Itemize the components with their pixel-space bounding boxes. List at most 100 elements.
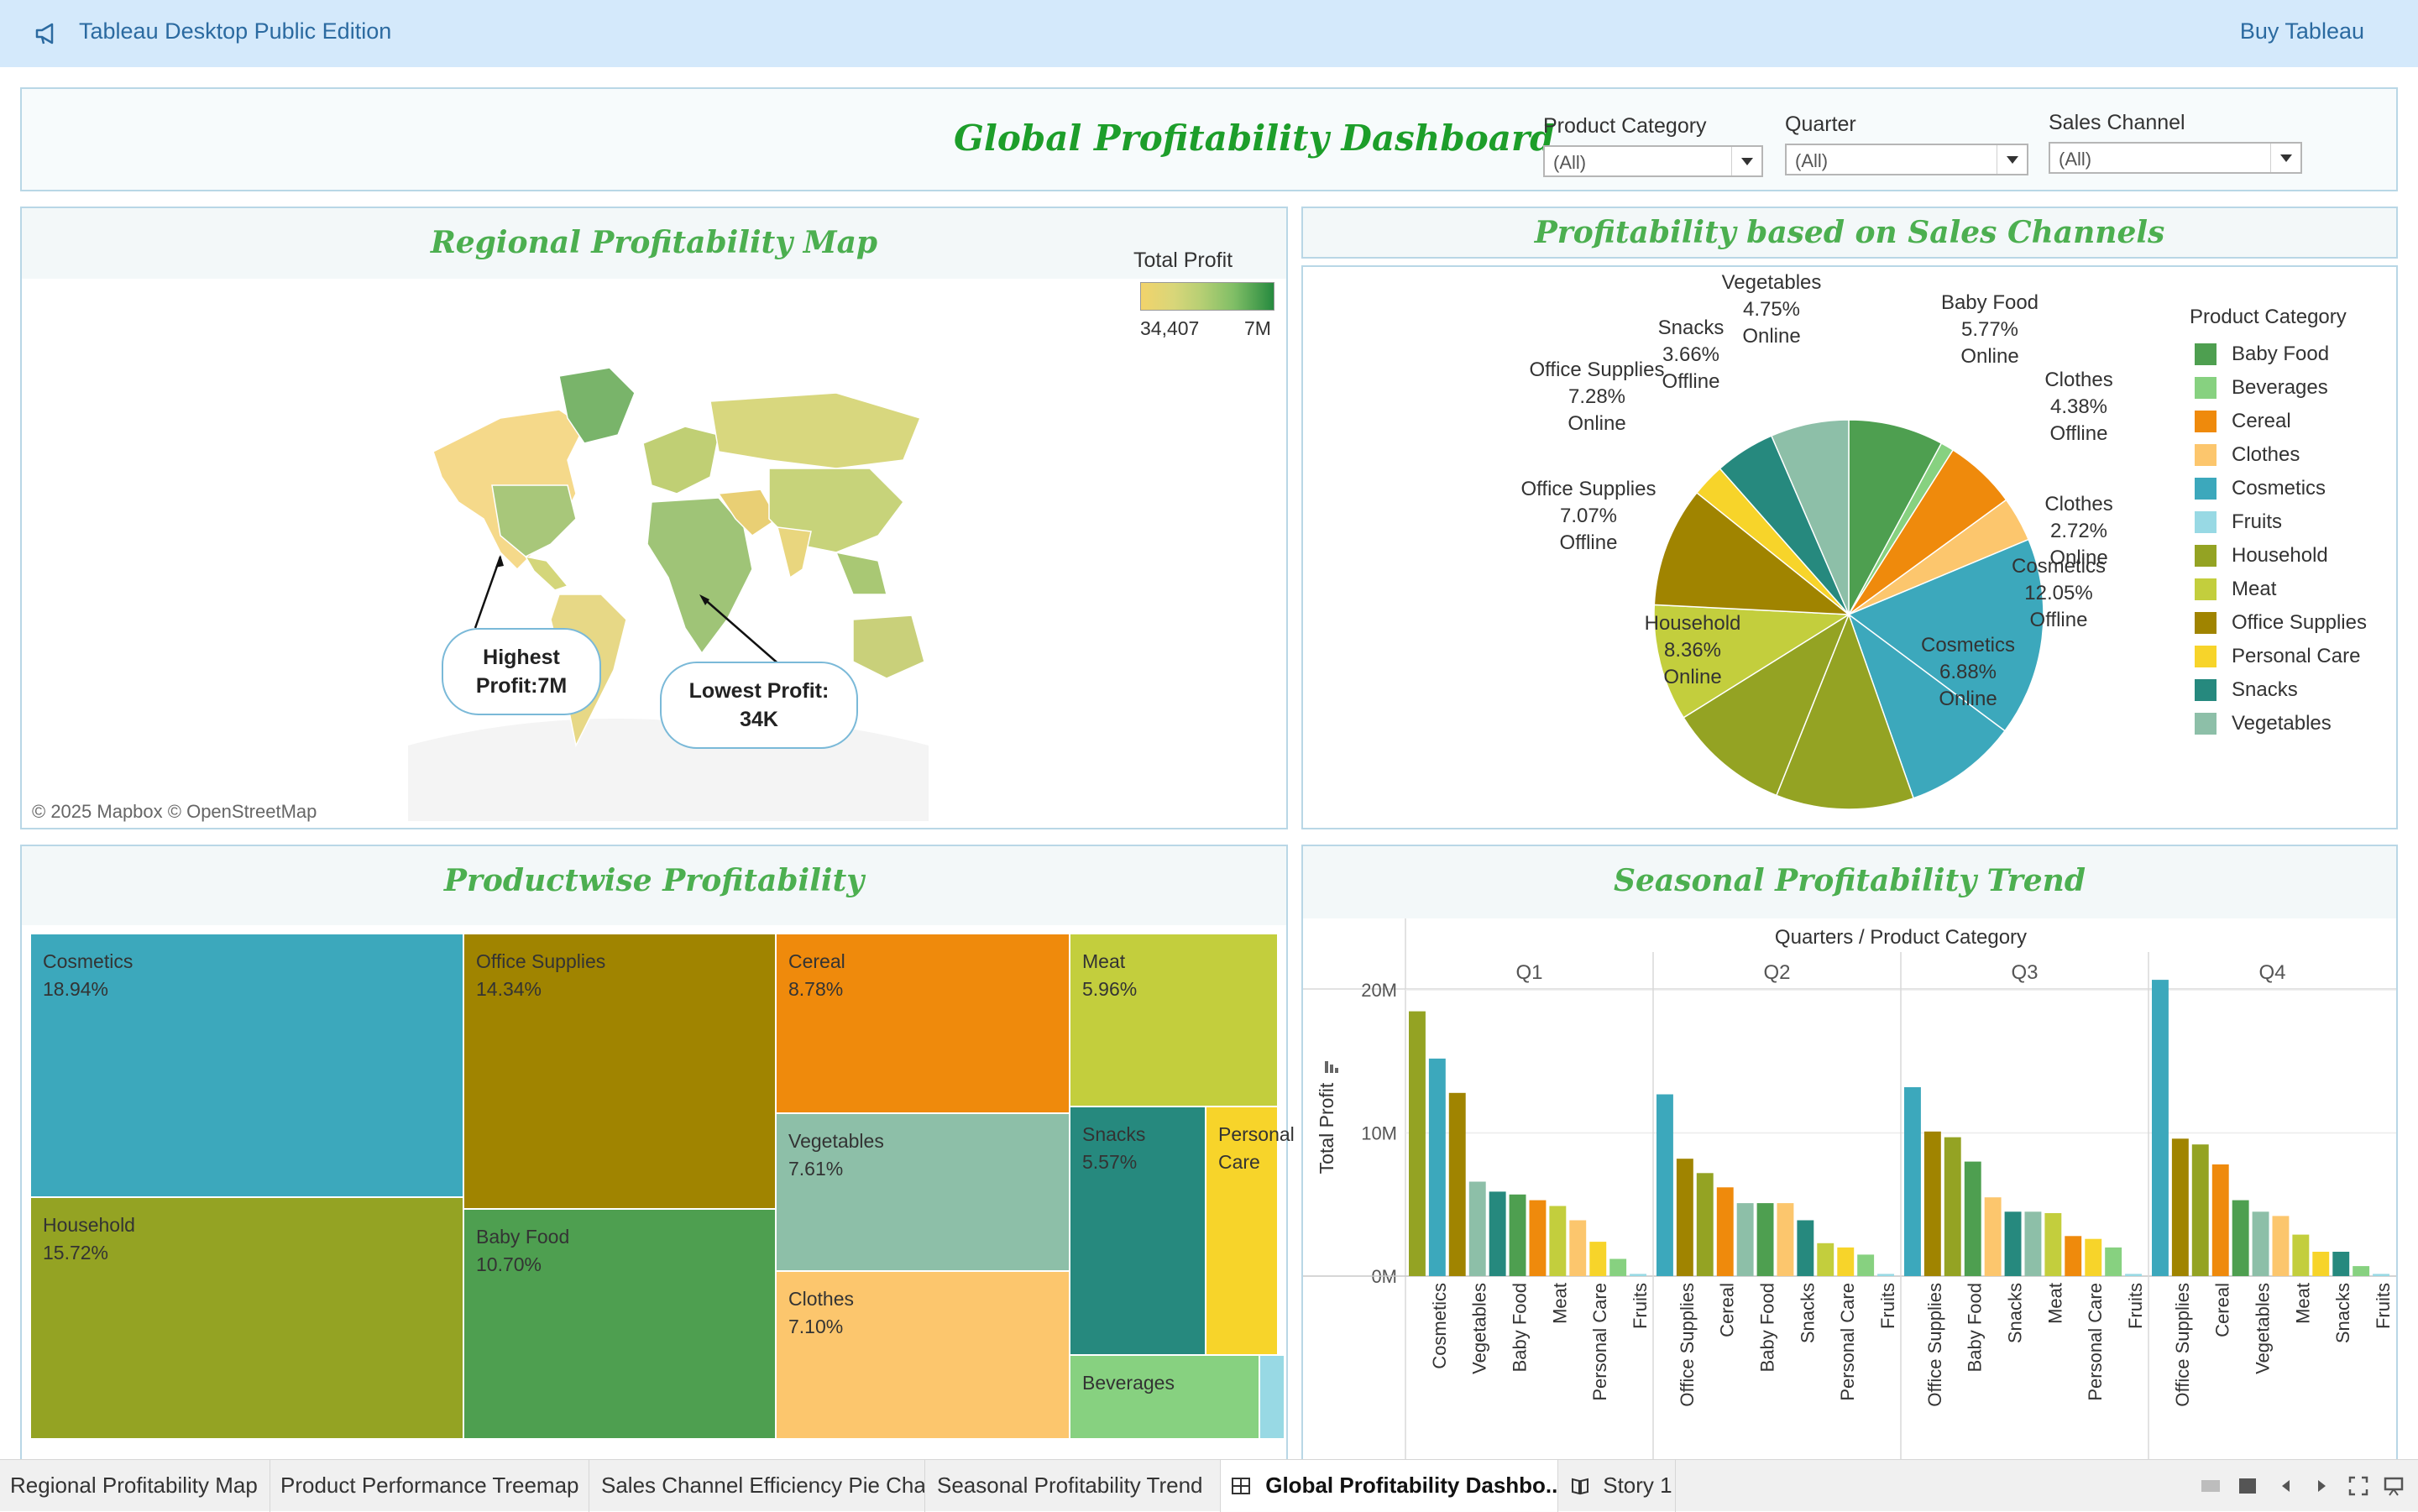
bar[interactable] xyxy=(1984,1197,2002,1276)
bar[interactable] xyxy=(1964,1161,1981,1276)
treemap-cell[interactable]: Meat 5.96% xyxy=(1070,934,1278,1107)
bar[interactable] xyxy=(1817,1243,1834,1276)
tab-regional-profitability-map[interactable]: Regional Profitability Map xyxy=(0,1460,270,1512)
treemap-cell[interactable]: Clothes 7.10% xyxy=(776,1271,1070,1439)
treemap-cell[interactable]: Vegetables 7.61% xyxy=(776,1113,1070,1271)
bar[interactable] xyxy=(1797,1220,1814,1277)
treemap-cell[interactable]: Office Supplies 14.34% xyxy=(463,934,776,1209)
pie-slice[interactable] xyxy=(1653,604,1851,719)
bar[interactable] xyxy=(2152,980,2169,1276)
bar[interactable] xyxy=(1904,1087,1921,1276)
tab-global-dashboard[interactable]: Global Profitability Dashbo... xyxy=(1221,1460,1558,1512)
pie-legend-item[interactable]: Snacks xyxy=(2190,673,2367,707)
buy-tableau-link[interactable]: Buy Tableau xyxy=(2239,18,2364,44)
tabs-view-icon[interactable] xyxy=(2237,1475,2258,1497)
pie-slice[interactable] xyxy=(1653,491,1851,615)
bar[interactable] xyxy=(1877,1274,1894,1276)
chevron-down-icon[interactable] xyxy=(1997,145,2027,174)
bar[interactable] xyxy=(1837,1247,1855,1276)
bar[interactable] xyxy=(2373,1274,2389,1276)
bar[interactable] xyxy=(1549,1206,1567,1277)
filmstrip-view-icon[interactable] xyxy=(2200,1475,2222,1497)
bar[interactable] xyxy=(1609,1258,1627,1277)
treemap-cell[interactable]: Baby Food 10.70% xyxy=(463,1209,776,1439)
bar[interactable] xyxy=(1428,1058,1446,1276)
bar[interactable] xyxy=(1696,1173,1714,1276)
sort-icon[interactable] xyxy=(1325,1061,1338,1073)
tab-seasonal-trend[interactable]: Seasonal Profitability Trend xyxy=(925,1460,1221,1512)
bar[interactable] xyxy=(2105,1247,2122,1276)
map-color-legend[interactable] xyxy=(1140,282,1274,311)
sales-channel-dropdown[interactable]: (All) xyxy=(2049,142,2302,174)
bar[interactable] xyxy=(1716,1187,1734,1276)
pie-legend-item[interactable]: Vegetables xyxy=(2190,707,2367,740)
pie-legend-item[interactable]: Meat xyxy=(2190,573,2367,606)
bar[interactable] xyxy=(2004,1211,2022,1276)
presentation-mode-icon[interactable] xyxy=(2383,1475,2405,1497)
bar[interactable] xyxy=(2272,1216,2290,1276)
pie-legend-item[interactable]: Personal Care xyxy=(2190,640,2367,673)
treemap-cell[interactable]: Household 15.72% xyxy=(30,1197,463,1439)
bar[interactable] xyxy=(2044,1213,2062,1276)
pie-slice[interactable] xyxy=(1847,612,2007,799)
treemap-cell[interactable]: Personal Care xyxy=(1206,1107,1295,1355)
bar[interactable] xyxy=(2125,1274,2142,1276)
bar[interactable] xyxy=(1777,1203,1794,1276)
tab-sales-channel-pie[interactable]: Sales Channel Efficiency Pie Cha... xyxy=(589,1460,925,1512)
bar[interactable] xyxy=(1676,1159,1693,1276)
pie-legend-item[interactable]: Cereal xyxy=(2190,405,2367,438)
previous-sheet-icon[interactable] xyxy=(2275,1475,2297,1497)
pie-chart[interactable]: Vegetables 4.75% Online Baby Food 5.77% Onlin… xyxy=(1303,267,2400,831)
bar[interactable] xyxy=(2232,1200,2249,1276)
bar[interactable] xyxy=(2312,1252,2330,1276)
quarter-dropdown[interactable]: (All) xyxy=(1785,144,2028,175)
pie-slice[interactable] xyxy=(1775,612,1915,810)
chevron-down-icon[interactable] xyxy=(1731,147,1761,175)
bar[interactable] xyxy=(1489,1191,1506,1276)
treemap-cell[interactable]: Cereal 8.78% xyxy=(776,934,1070,1113)
seasonal-bar-chart[interactable]: Quarters / Product Category0M10M20MTotal… xyxy=(1303,918,2396,1506)
treemap-cell[interactable]: Cosmetics 18.94% xyxy=(30,934,463,1197)
pie-legend-item[interactable]: Cosmetics xyxy=(2190,472,2367,505)
bar[interactable] xyxy=(1736,1203,1754,1276)
bar[interactable] xyxy=(2171,1138,2189,1276)
treemap-cell[interactable]: Snacks 5.57% xyxy=(1070,1107,1206,1355)
pie-legend-item[interactable]: Clothes xyxy=(2190,438,2367,472)
bar[interactable] xyxy=(2024,1211,2042,1276)
bar[interactable] xyxy=(1589,1242,1607,1276)
pie-legend-item[interactable]: Household xyxy=(2190,539,2367,573)
product-category-dropdown[interactable]: (All) xyxy=(1543,145,1763,177)
pie-legend-item[interactable]: Office Supplies xyxy=(2190,606,2367,640)
bar[interactable] xyxy=(1569,1220,1587,1277)
bar[interactable] xyxy=(2211,1164,2229,1276)
bar[interactable] xyxy=(1529,1200,1547,1276)
pie-slice[interactable] xyxy=(1683,613,1850,797)
bar[interactable] xyxy=(1656,1094,1673,1277)
fullscreen-icon[interactable] xyxy=(2347,1475,2369,1497)
bar[interactable] xyxy=(1944,1137,1961,1276)
bar[interactable] xyxy=(2292,1234,2310,1276)
bar[interactable] xyxy=(2065,1236,2082,1276)
tab-product-performance-treemap[interactable]: Product Performance Treemap xyxy=(270,1460,589,1512)
bar[interactable] xyxy=(2353,1266,2370,1276)
bar[interactable] xyxy=(1448,1092,1466,1276)
next-sheet-icon[interactable] xyxy=(2311,1475,2332,1497)
bar[interactable] xyxy=(2252,1211,2269,1276)
pie-legend-item[interactable]: Beverages xyxy=(2190,371,2367,405)
bar[interactable] xyxy=(1756,1203,1774,1276)
pie-slice[interactable] xyxy=(1770,419,1850,615)
bar[interactable] xyxy=(1409,1011,1426,1276)
world-choropleth-map[interactable] xyxy=(400,351,937,821)
pie-legend-item[interactable]: Fruits xyxy=(2190,505,2367,539)
bar[interactable] xyxy=(1630,1274,1646,1276)
treemap-cell[interactable]: Beverages xyxy=(1070,1355,1259,1439)
bar[interactable] xyxy=(2332,1252,2350,1276)
pie-slice[interactable] xyxy=(1848,419,1943,615)
tab-story-1[interactable]: Story 1 xyxy=(1558,1460,1676,1512)
pie-slice[interactable] xyxy=(1847,538,2044,732)
bar[interactable] xyxy=(2085,1238,2102,1276)
pie-legend-item[interactable]: Baby Food xyxy=(2190,337,2367,371)
bar[interactable] xyxy=(1509,1194,1526,1276)
bar[interactable] xyxy=(1923,1131,1941,1276)
bar[interactable] xyxy=(1857,1254,1875,1276)
